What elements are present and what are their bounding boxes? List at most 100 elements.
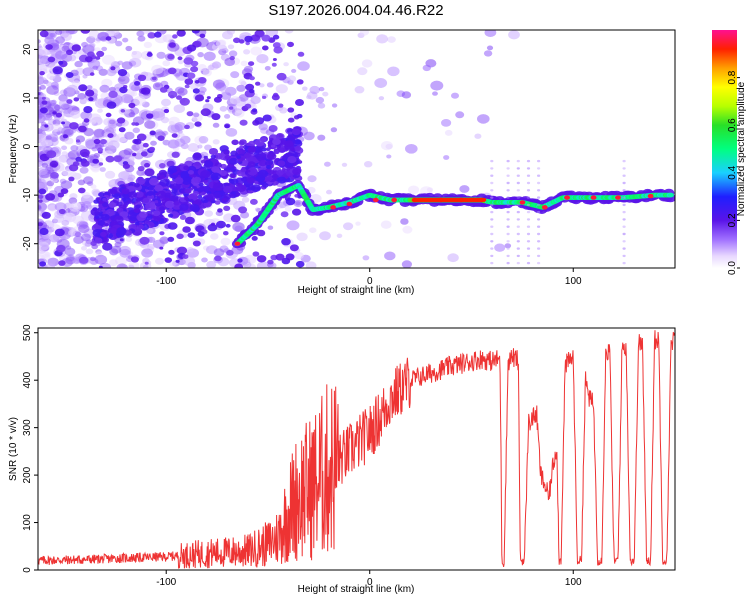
spectrogram-point <box>294 145 302 151</box>
spectrogram-point <box>132 127 140 134</box>
spectrogram-point <box>516 218 520 221</box>
spectrogram-point <box>330 127 338 133</box>
spectrogram-point <box>213 96 222 103</box>
spectrogram-point <box>229 106 234 110</box>
spectrogram-point <box>182 254 189 259</box>
snr-frame <box>37 327 676 571</box>
spectrogram-point <box>210 233 219 240</box>
spectrogram-point <box>39 84 46 90</box>
spectrogram-point <box>251 236 258 241</box>
spectrogram-point <box>92 65 99 71</box>
spectrogram-point <box>224 154 231 160</box>
spectrogram-y-ticks: -20 -10 0 10 20 <box>22 43 38 251</box>
snr-x-tick-label: 100 <box>565 577 582 588</box>
spectrogram-point <box>376 34 388 44</box>
spectrogram-point <box>39 227 49 236</box>
spectrogram-point <box>223 205 231 211</box>
spectrogram-point <box>212 122 220 128</box>
spectrogram-point <box>66 49 73 55</box>
spectrogram-point <box>459 185 470 193</box>
spectrogram-point <box>136 133 147 141</box>
spectrogram-point <box>386 154 392 159</box>
spectrogram-point <box>622 189 626 192</box>
spectrogram-point <box>217 208 223 213</box>
spectrogram-point <box>187 143 200 152</box>
spectrogram-point <box>119 248 131 258</box>
spectrogram-point <box>211 222 215 226</box>
spectrogram-point <box>178 133 185 138</box>
colorbar-tick-label: 0.8 <box>727 70 738 84</box>
spectrogram-point <box>94 237 103 244</box>
snr-x-tick-label: 0 <box>367 577 373 588</box>
spectrogram-point <box>64 215 72 222</box>
spectrogram-point <box>172 34 178 39</box>
snr-y-tick-label: 300 <box>22 419 33 436</box>
spectrogram-point <box>176 246 188 255</box>
spectrogram-point <box>537 159 541 163</box>
spectrogram-point <box>293 199 303 208</box>
spectrogram-point <box>110 66 116 71</box>
spectrogram-point <box>186 111 194 117</box>
spectrogram-point <box>38 133 47 143</box>
spectrogram-point <box>506 261 510 265</box>
spectrogram-point <box>174 122 186 131</box>
spectrogram-point <box>56 244 66 253</box>
spectrogram-point <box>83 118 90 123</box>
spectrogram-point <box>69 110 81 119</box>
spectrogram-point <box>336 233 343 238</box>
snr-x-label: Height of straight line (km) <box>298 584 415 595</box>
spectrogram-point <box>133 208 141 213</box>
spectrogram-point <box>481 198 487 202</box>
spectrogram-point <box>506 196 510 199</box>
spectrogram-point <box>197 64 207 71</box>
spectrogram-point <box>245 41 250 46</box>
spectrogram-point <box>288 136 295 142</box>
spectrogram-point <box>622 167 626 170</box>
spectrogram-point <box>223 231 229 236</box>
spectrogram-point <box>206 260 217 268</box>
spectrogram-point <box>64 137 74 145</box>
spectrogram-point <box>45 135 52 140</box>
spectrogram-point <box>105 155 115 163</box>
spectrogram-point <box>105 170 116 179</box>
spectrogram-point <box>245 176 251 181</box>
spectrogram-point <box>484 30 497 37</box>
spectrogram-point <box>260 153 267 158</box>
spectrogram-point <box>152 108 166 119</box>
spectrogram-point <box>125 109 132 114</box>
spectrogram-point <box>134 183 140 188</box>
spectrogram-point <box>264 160 273 167</box>
spectrogram-point <box>192 190 199 196</box>
spectrogram-point <box>104 223 109 227</box>
spectrogram-point <box>116 227 127 236</box>
spectrogram-point <box>100 213 110 221</box>
spectrogram-point <box>402 225 413 234</box>
spectrogram-point <box>146 191 154 197</box>
spectrogram-point <box>159 174 166 179</box>
spectrogram-point <box>477 114 490 124</box>
spectrogram-point <box>622 225 626 228</box>
spectrogram-point <box>85 89 95 97</box>
snr-series-line <box>38 330 675 569</box>
spectrogram-point <box>168 42 176 48</box>
spectrogram-point <box>387 36 396 43</box>
spectrogram-point <box>98 162 104 166</box>
spectrogram-point <box>318 86 325 92</box>
spectrogram-point <box>221 197 228 203</box>
spectrogram-point <box>70 128 77 134</box>
spectrogram-y-tick-label: 10 <box>22 92 33 104</box>
spectrogram-point <box>401 91 412 99</box>
snr-y-tick-label: 500 <box>22 324 33 341</box>
colorbar-tick-label: 0.2 <box>727 213 738 227</box>
spectrogram-point <box>372 197 379 203</box>
spectrogram-point <box>254 180 259 185</box>
spectrogram-point <box>200 159 206 164</box>
spectrogram-point <box>235 184 247 192</box>
spectrogram-point <box>132 152 137 157</box>
spectrogram-point <box>490 181 494 185</box>
spectrogram-point <box>516 181 520 185</box>
spectrogram-point <box>151 64 164 75</box>
spectrogram-point <box>305 261 317 268</box>
spectrogram-point <box>192 153 202 161</box>
spectrogram-point <box>286 162 294 168</box>
